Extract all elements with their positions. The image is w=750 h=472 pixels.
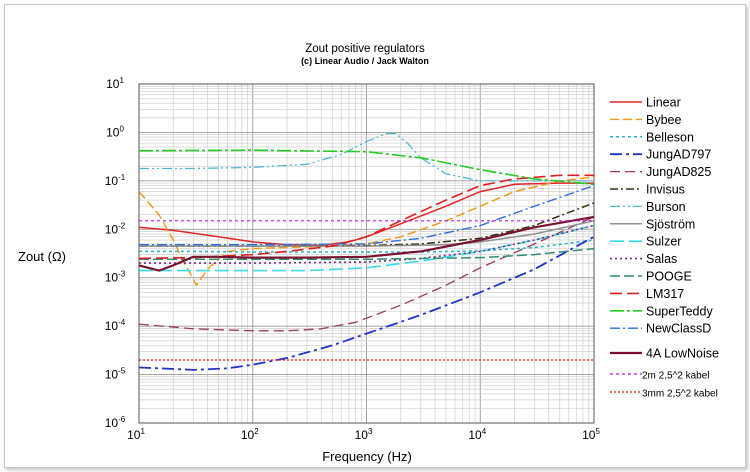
series-line-1	[138, 182, 594, 246]
legend-label-12: LM317	[646, 287, 684, 301]
legend-label-14: NewClassD	[646, 322, 711, 336]
series-line-8	[139, 220, 595, 247]
legend-label-16: 2m 2,5^2 kabel	[642, 371, 710, 382]
y-tick-label: 100	[106, 124, 124, 139]
legend-label-1: Linear	[646, 96, 681, 110]
chart-title: Zout positive regulators	[305, 43, 425, 55]
chart: Zout positive regulators (c) Linear Audi…	[18, 43, 719, 464]
legend-label-8: Sjöström	[646, 217, 695, 231]
x-axis-label: Frequency (Hz)	[322, 449, 412, 464]
series-line-3	[139, 239, 595, 253]
y-tick-label: 10-1	[105, 173, 126, 188]
y-tick-label: 101	[106, 76, 124, 91]
legend-label-11: POOGE	[646, 270, 692, 284]
y-axis-ticks: 101 100 10-1 10-2 10-3 10-4 10-5 10-6	[105, 76, 126, 430]
plot-grid	[138, 83, 595, 424]
series-line-15	[138, 215, 595, 272]
y-axis-label: Zout (Ω)	[18, 249, 66, 264]
x-tick-label: 104	[468, 427, 486, 442]
legend-label-13: SuperTeddy	[646, 304, 713, 318]
legend-label-4: JungAD797	[646, 148, 711, 162]
legend-label-3: Belleson	[646, 130, 694, 144]
legend-label-2: Bybee	[646, 113, 681, 127]
x-tick-label: 102	[241, 427, 259, 442]
legend-label-5: JungAD825	[646, 165, 711, 179]
legend-label-15: 4A LowNoise	[646, 347, 719, 361]
y-tick-label: 10-6	[105, 415, 126, 430]
y-tick-label: 10-3	[105, 270, 126, 285]
y-tick-label: 10-5	[105, 367, 126, 382]
legend-label-17: 3mm 2,5^2 kabel	[642, 389, 718, 400]
series-line-13	[138, 149, 595, 186]
x-tick-label: 105	[582, 427, 600, 442]
series-line-2	[138, 176, 595, 286]
legend-label-10: Salas	[646, 252, 677, 266]
x-tick-label: 103	[355, 427, 373, 442]
x-axis-ticks: 101 102 103 104 105	[127, 427, 600, 442]
series-lines	[138, 132, 595, 371]
y-tick-label: 10-4	[105, 318, 126, 333]
y-tick-label: 10-2	[105, 221, 126, 236]
legend-label-6: Invisus	[646, 183, 685, 197]
series-line-12	[138, 174, 594, 260]
chart-subtitle: (c) Linear Audio / Jack Walton	[301, 56, 429, 66]
series-line-4	[138, 236, 595, 371]
legend: Linear Bybee Belleson JungAD797 JungAD825 Inv…	[610, 96, 719, 400]
series-line-14	[139, 184, 595, 246]
x-tick-label: 101	[127, 427, 145, 442]
legend-label-7: Burson	[646, 200, 686, 214]
series-line-5	[138, 216, 595, 332]
series-line-7	[139, 132, 594, 182]
legend-label-9: Sulzer	[646, 235, 681, 249]
series-line-11	[139, 247, 595, 261]
chart-frame: Zout positive regulators (c) Linear Audi…	[4, 4, 746, 468]
